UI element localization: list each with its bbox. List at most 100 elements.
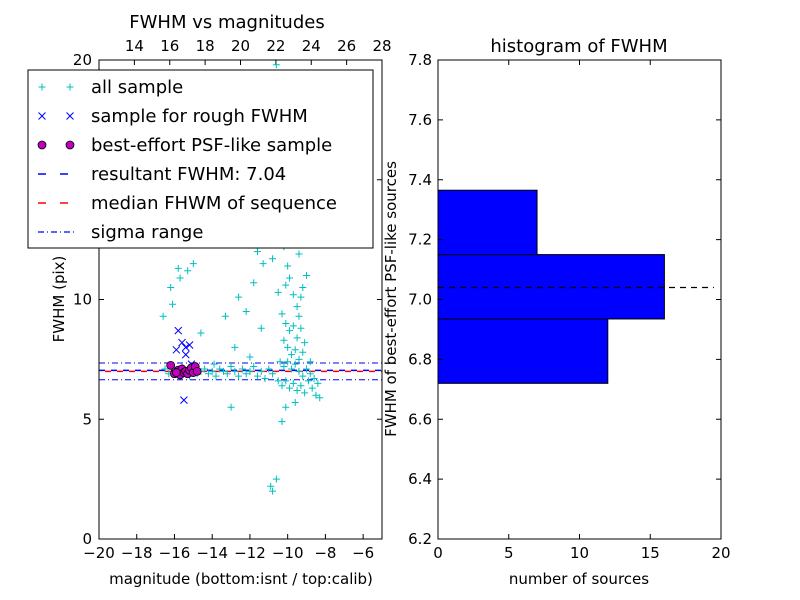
legend-plus-icon	[66, 83, 74, 91]
legend-circle-icon	[65, 140, 75, 150]
legend: all sample sample for rough FWHM best-effo…	[27, 69, 374, 249]
all-sample-point	[310, 375, 318, 383]
hist-x-tick-label: 0	[433, 544, 443, 562]
legend-item: median FHWM of sequence	[38, 193, 337, 214]
x-tick-label: −8	[314, 544, 336, 562]
all-sample-point	[291, 360, 299, 368]
all-sample-point	[208, 367, 216, 375]
all-sample-point	[286, 384, 294, 392]
legend-plus-icon	[38, 83, 46, 91]
scatter-title: FWHM vs magnitudes	[129, 12, 324, 33]
legend-item: all sample	[38, 77, 183, 98]
all-sample-point	[278, 418, 286, 426]
all-sample-point	[284, 343, 292, 351]
all-sample-point	[159, 312, 167, 320]
all-sample-point	[280, 336, 288, 344]
all-sample-point	[189, 260, 197, 268]
all-sample-point	[272, 61, 280, 69]
legend-label: resultant FWHM: 7.04	[91, 164, 286, 185]
all-sample-point	[223, 370, 231, 378]
all-sample-point	[284, 262, 292, 270]
x-tick-label: −6	[352, 544, 374, 562]
all-sample-point	[278, 382, 286, 390]
all-sample-point	[272, 475, 280, 483]
top-x-tick-label: 20	[231, 37, 250, 55]
y-tick-label: 5	[82, 410, 92, 428]
top-x-tick-label: 14	[125, 37, 144, 55]
hist-y-tick-label: 7.0	[408, 291, 432, 309]
all-sample-point	[299, 348, 307, 356]
legend-item: best-effort PSF-like sample	[37, 135, 332, 156]
all-sample-point	[293, 303, 301, 311]
all-sample-point	[220, 367, 228, 375]
y-tick-label: 0	[82, 530, 92, 548]
scatter-bottom-ticks: −20 −18 −16 −14 −12 −10 −8 −6	[83, 534, 374, 562]
all-sample-point	[235, 293, 243, 301]
all-sample-point	[289, 379, 297, 387]
histogram-bar	[437, 318, 609, 384]
hist-x-tick-label: 5	[504, 544, 514, 562]
all-sample-point	[253, 372, 261, 380]
all-sample-point	[227, 363, 235, 371]
legend-label: sample for rough FWHM	[91, 106, 308, 127]
all-sample-point	[295, 355, 303, 363]
all-sample-point	[250, 363, 258, 371]
all-sample-point	[267, 482, 275, 490]
all-sample-point	[169, 300, 177, 308]
all-sample-point	[282, 377, 290, 385]
all-sample-point	[289, 322, 297, 330]
all-sample-point	[278, 310, 286, 318]
all-sample-point	[291, 398, 299, 406]
all-sample-point	[287, 351, 295, 359]
all-sample-point	[308, 384, 316, 392]
all-sample-point	[210, 360, 218, 368]
scatter-reference-lines	[99, 362, 382, 381]
all-sample-point	[299, 372, 307, 380]
hist-y-tick-label: 7.4	[408, 171, 432, 189]
hist-x-tick-label: 15	[641, 544, 660, 562]
legend-label: all sample	[91, 77, 183, 98]
scatter-plot: FWHM vs magnitudes 14 16 18 20 22 24 26 28 −20−…	[27, 12, 392, 588]
all-sample-point	[287, 365, 295, 373]
scatter-points	[159, 61, 324, 495]
all-sample-point	[303, 272, 311, 280]
hist-x-tick-label: 20	[711, 544, 730, 562]
all-sample-point	[295, 367, 303, 375]
psf-sample-point	[166, 360, 176, 370]
hist-y-tick-label: 6.8	[408, 350, 432, 368]
all-sample-point	[201, 365, 209, 373]
y-tick-label: 10	[73, 291, 92, 309]
legend-x-icon	[66, 112, 74, 120]
all-sample-point	[304, 377, 312, 385]
histogram-y-ticks: 6.2 6.4 6.6 6.8 7.0 7.2 7.4 7.6 7.8	[408, 51, 721, 548]
all-sample-point	[242, 370, 250, 378]
all-sample-point	[297, 382, 305, 390]
all-sample-point	[274, 377, 282, 385]
all-sample-point	[231, 367, 239, 375]
hist-x-tick-label: 10	[570, 544, 589, 562]
top-x-tick-label: 16	[160, 37, 179, 55]
rough-sample-point	[174, 326, 183, 335]
all-sample-point	[238, 365, 246, 373]
all-sample-point	[306, 358, 314, 366]
all-sample-point	[291, 346, 299, 354]
legend-item: sigma range	[38, 222, 203, 243]
all-sample-point	[253, 248, 261, 256]
all-sample-point	[269, 255, 277, 263]
top-x-tick-label: 24	[302, 37, 321, 55]
histogram-title: histogram of FWHM	[490, 36, 667, 57]
all-sample-point	[303, 365, 311, 373]
all-sample-point	[167, 284, 175, 292]
hist-y-tick-label: 6.4	[408, 470, 432, 488]
all-sample-point	[276, 358, 284, 366]
x-tick-label: −20	[83, 544, 115, 562]
all-sample-point	[235, 372, 243, 380]
x-tick-label: −10	[272, 544, 304, 562]
histogram-bar	[437, 254, 665, 320]
hist-y-tick-label: 7.8	[408, 51, 432, 69]
hist-y-tick-label: 7.2	[408, 231, 432, 249]
rough-sample-point	[181, 350, 190, 359]
top-x-tick-label: 26	[337, 37, 356, 55]
all-sample-point	[221, 312, 229, 320]
